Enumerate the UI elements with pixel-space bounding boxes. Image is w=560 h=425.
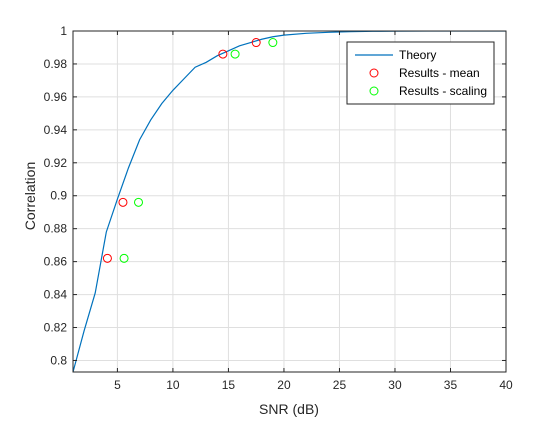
y-tick-label: 0.94 (44, 123, 68, 137)
y-tick-label: 0.86 (44, 255, 68, 269)
axes: 5 10 15 20 25 30 35 40 0.8 0.82 0.84 0.86 0.88 0.9 0.9… (44, 24, 513, 392)
scaling-result-point (230, 49, 240, 59)
x-axis-label: SNR (dB) (259, 401, 319, 417)
mean-result-point (102, 253, 112, 263)
scaling-result-point (119, 253, 129, 263)
x-tick-label: 40 (499, 378, 513, 392)
legend-box (346, 41, 495, 105)
legend-scaling-swatch (369, 86, 379, 96)
y-tick-label: 0.9 (50, 189, 67, 203)
legend-label: Results - mean (399, 66, 480, 80)
x-tick-label: 20 (277, 378, 291, 392)
legend: Theory Results - mean Results - scaling (346, 41, 495, 105)
x-tick-label: 15 (222, 378, 236, 392)
legend-mean-swatch (369, 68, 379, 78)
x-tick-label: 10 (166, 378, 180, 392)
mean-result-point (251, 38, 261, 48)
x-tick-label: 30 (388, 378, 402, 392)
scaling-result-point (134, 197, 144, 207)
y-tick-label: 0.84 (44, 288, 68, 302)
y-tick-label: 0.98 (44, 57, 68, 71)
y-axis-label: Correlation (22, 162, 38, 230)
mean-result-point (218, 49, 228, 59)
y-tick-label: 0.96 (44, 90, 68, 104)
axes-box (72, 30, 507, 373)
y-tick-label: 0.92 (44, 156, 68, 170)
x-tick-label: 25 (333, 378, 347, 392)
scaling-result-point (268, 38, 278, 48)
legend-label: Theory (399, 48, 436, 62)
legend-label: Results - scaling (399, 84, 487, 98)
mean-result-point (118, 197, 128, 207)
y-tick-label: 0.8 (50, 353, 67, 367)
x-tick-label: 5 (114, 378, 121, 392)
y-tick-label: 0.82 (44, 321, 68, 335)
y-tick-label: 0.88 (44, 222, 68, 236)
x-tick-label: 35 (444, 378, 458, 392)
y-tick-label: 1 (60, 24, 67, 38)
